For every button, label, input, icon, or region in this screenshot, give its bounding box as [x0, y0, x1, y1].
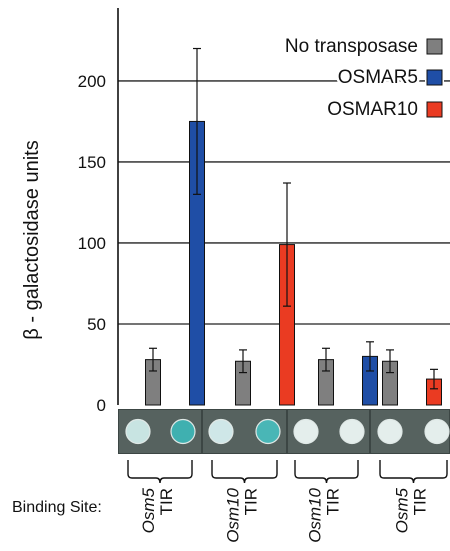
bars: [145, 120, 442, 406]
legend-swatch: [426, 69, 443, 86]
binding-site-groups: Osm5 TIR Osm10 TIR Osm10 TIR Osm5 TIR: [127, 460, 448, 543]
group-label-gene: Osm5: [393, 487, 412, 533]
colony-spot: [339, 418, 365, 445]
colony-spot: [208, 418, 234, 445]
legend-swatch: [426, 101, 443, 118]
group-bracket: [211, 460, 278, 484]
y-tick-labels: 0 50 100 150 200: [78, 72, 106, 415]
group-label-tir: TIR: [411, 488, 430, 515]
legend-label: OSMAR10: [327, 99, 418, 120]
legend-swatch: [426, 38, 443, 55]
group-label-gene: Osm5: [139, 487, 158, 533]
group-bracket: [127, 460, 193, 484]
binding-site-label: Binding Site:: [12, 499, 102, 516]
legend-label: No transposase: [285, 36, 418, 57]
y-tick-label: 200: [78, 72, 106, 91]
y-tick-label: 100: [78, 234, 106, 253]
colony-spot: [255, 418, 281, 445]
colony-spot: [424, 418, 450, 445]
y-tick-label: 150: [78, 153, 106, 172]
legend: No transposase OSMAR5 OSMAR10: [282, 34, 444, 123]
colony-image-strip: [118, 409, 450, 454]
group-label-tir: TIR: [324, 488, 343, 515]
y-tick-label: 0: [97, 396, 106, 415]
colony-spot: [377, 418, 403, 445]
group-label-tir: TIR: [157, 488, 176, 515]
colony-spot: [125, 418, 151, 445]
group-bracket: [294, 460, 359, 484]
group-label-gene: Osm10: [306, 487, 325, 542]
group-label-gene: Osm10: [224, 487, 243, 542]
legend-label: OSMAR5: [338, 67, 418, 88]
group-bracket: [379, 460, 448, 484]
error-bars: [149, 47, 438, 390]
colony-spot: [170, 418, 196, 445]
y-tick-label: 50: [87, 315, 106, 334]
group-label-tir: TIR: [242, 488, 261, 515]
colony-spot: [293, 418, 319, 445]
y-axis-label: β - galactosidase units: [21, 140, 43, 339]
